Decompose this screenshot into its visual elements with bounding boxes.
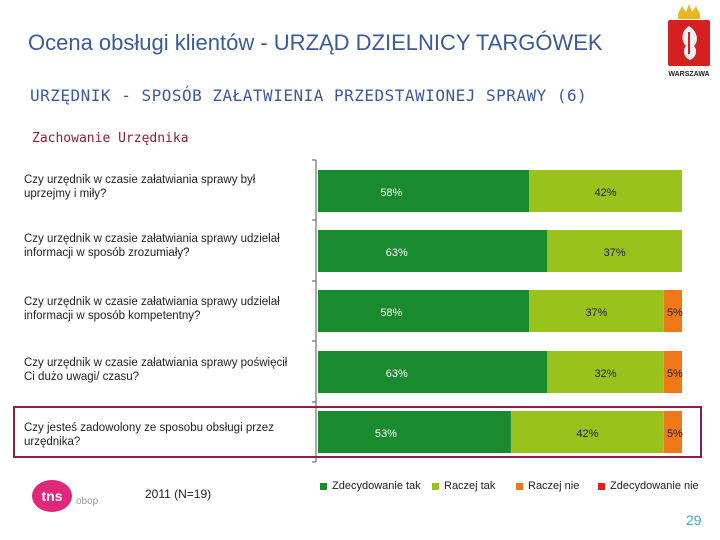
data-label: 5% — [667, 307, 683, 319]
bar-segment — [510, 411, 664, 453]
legend-label: Zdecydowanie tak — [332, 480, 421, 492]
bar-segment — [547, 230, 682, 272]
page-number: 29 — [686, 512, 702, 528]
data-label: 42% — [595, 187, 617, 199]
question-label: Czy urzędnik w czasie załatwiania sprawy… — [24, 296, 280, 322]
question-label: Czy jesteś zadowolony ze sposobu obsługi… — [24, 422, 274, 448]
legend-swatch — [320, 482, 327, 490]
data-label: 58% — [380, 187, 402, 199]
bar-segment — [318, 230, 548, 272]
data-label: 42% — [576, 428, 598, 440]
legend-item: Zdecydowanie tak — [320, 480, 421, 492]
legend-swatch — [516, 482, 523, 490]
bar-segment — [547, 351, 664, 393]
tns-brand-text: tns — [42, 488, 63, 504]
highlight-box — [13, 406, 702, 458]
data-label: 5% — [667, 368, 683, 380]
obop-brand-text: obop — [76, 496, 99, 507]
legend-swatch — [598, 482, 605, 490]
legend-label: Raczej nie — [528, 480, 580, 492]
legend-item: Zdecydowanie nie — [598, 480, 699, 492]
bar-segment — [318, 290, 530, 332]
question-label: Czy urzędnik w czasie załatwiania sprawy… — [24, 233, 280, 259]
sample-size-label: 2011 (N=19) — [145, 487, 212, 501]
data-label: 63% — [386, 368, 408, 380]
legend-label: Raczej tak — [444, 480, 496, 492]
legend-item: Raczej nie — [516, 480, 579, 492]
warszawa-logo-icon: WARSZAWA — [668, 4, 710, 78]
bar-segment — [529, 290, 664, 332]
logo-text: WARSZAWA — [668, 71, 709, 78]
question-label: Czy urzędnik w czasie załatwiania sprawy… — [24, 174, 256, 200]
bar-segment — [529, 170, 682, 212]
page-title: Ocena obsługi klientów - URZĄD DZIELNICY… — [28, 30, 603, 55]
data-label: 5% — [667, 428, 683, 440]
legend-swatch — [432, 482, 439, 490]
bar-segment — [663, 290, 682, 332]
tns-obop-logo-icon: tns obop — [32, 480, 99, 512]
data-label: 53% — [375, 428, 397, 440]
legend-item: Raczej tak — [432, 480, 495, 492]
bar-segment — [663, 351, 682, 393]
section-label: Zachowanie Urzędnika — [32, 131, 189, 146]
bar-segment — [318, 411, 511, 453]
bar-segment — [318, 351, 548, 393]
question-label: Czy urzędnik w czasie załatwiania sprawy… — [24, 357, 288, 383]
data-label: 58% — [380, 307, 402, 319]
page-subtitle: URZĘDNIK - SPOSÓB ZAŁATWIENIA PRZEDSTAWI… — [30, 86, 588, 105]
data-label: 37% — [604, 247, 626, 259]
bar-segment — [318, 170, 530, 212]
bar-segment — [663, 411, 682, 453]
data-label: 32% — [595, 368, 617, 380]
data-label: 37% — [585, 307, 607, 319]
data-label: 63% — [386, 247, 408, 259]
legend-label: Zdecydowanie nie — [610, 480, 699, 492]
